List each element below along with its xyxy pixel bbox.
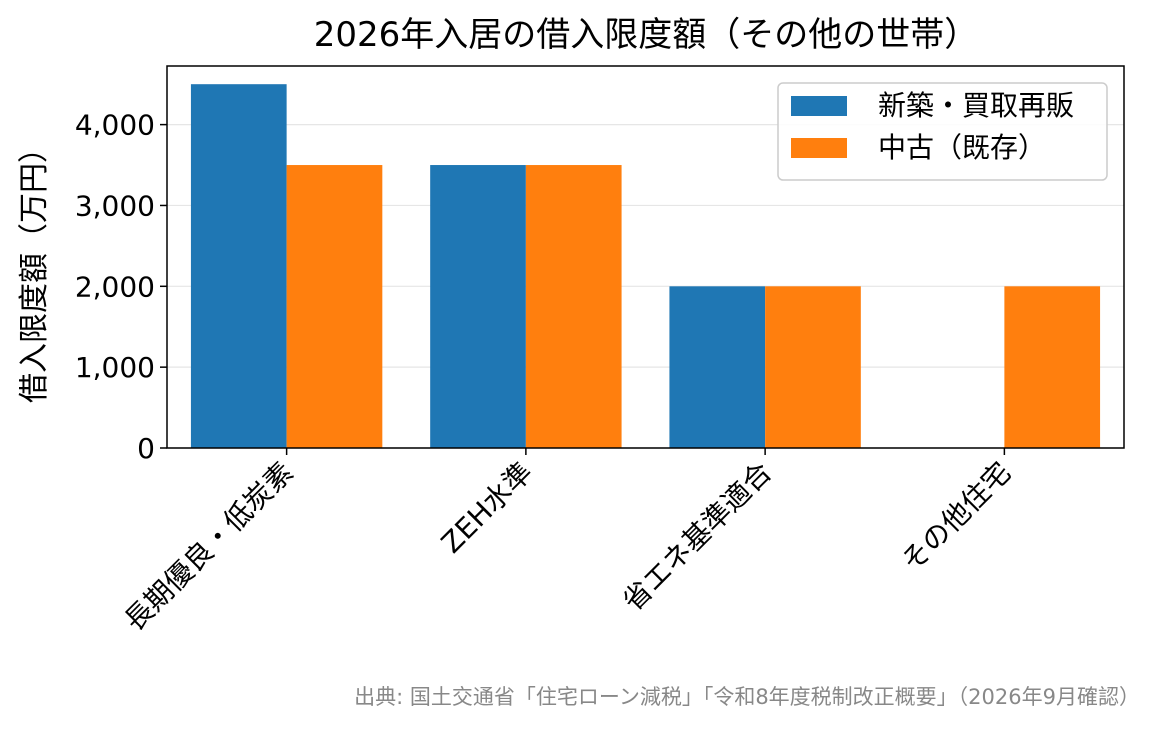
legend-swatch xyxy=(791,138,847,158)
bar-0-0 xyxy=(190,84,287,448)
bars xyxy=(190,84,1101,448)
y-tick-label: 1,000 xyxy=(75,351,155,384)
y-tick-label: 0 xyxy=(137,432,155,465)
bar-1-3 xyxy=(1004,286,1101,448)
x-tick-label: 省エネ基準適合 xyxy=(616,456,778,618)
x-axis-ticks: 長期優良・低炭素 ZEH水準 省エネ基準適合 その他住宅 xyxy=(118,448,1017,637)
y-axis-ticks: 0 1,000 2,000 3,000 4,000 xyxy=(75,109,167,465)
bar-1-1 xyxy=(525,165,622,448)
bar-0-1 xyxy=(430,165,526,448)
source-note: 出典: 国土交通省「住宅ローン減税」「令和8年度税制改正概要」（2026年9月確… xyxy=(354,685,1140,709)
legend-swatch xyxy=(791,96,847,116)
x-tick-label: その他住宅 xyxy=(895,456,1017,578)
bar-0-2 xyxy=(669,286,766,448)
legend-box xyxy=(777,82,1108,181)
chart-title: 2026年入居の借入限度額（その他の世帯） xyxy=(314,15,979,55)
y-tick-label: 4,000 xyxy=(75,109,155,142)
bar-1-0 xyxy=(286,165,383,448)
bar-1-2 xyxy=(765,286,861,448)
plot-frame xyxy=(166,65,1125,449)
y-tick-label: 3,000 xyxy=(75,189,155,222)
x-tick-label: ZEH水準 xyxy=(435,456,539,560)
y-axis-label: 借入限度額（万円） xyxy=(17,133,52,403)
y-tick-label: 2,000 xyxy=(75,270,155,303)
x-tick-label: 長期優良・低炭素 xyxy=(118,456,300,638)
legend-label: 中古（既存） xyxy=(878,131,1046,164)
legend-label: 新築・買取再販 xyxy=(878,89,1074,122)
